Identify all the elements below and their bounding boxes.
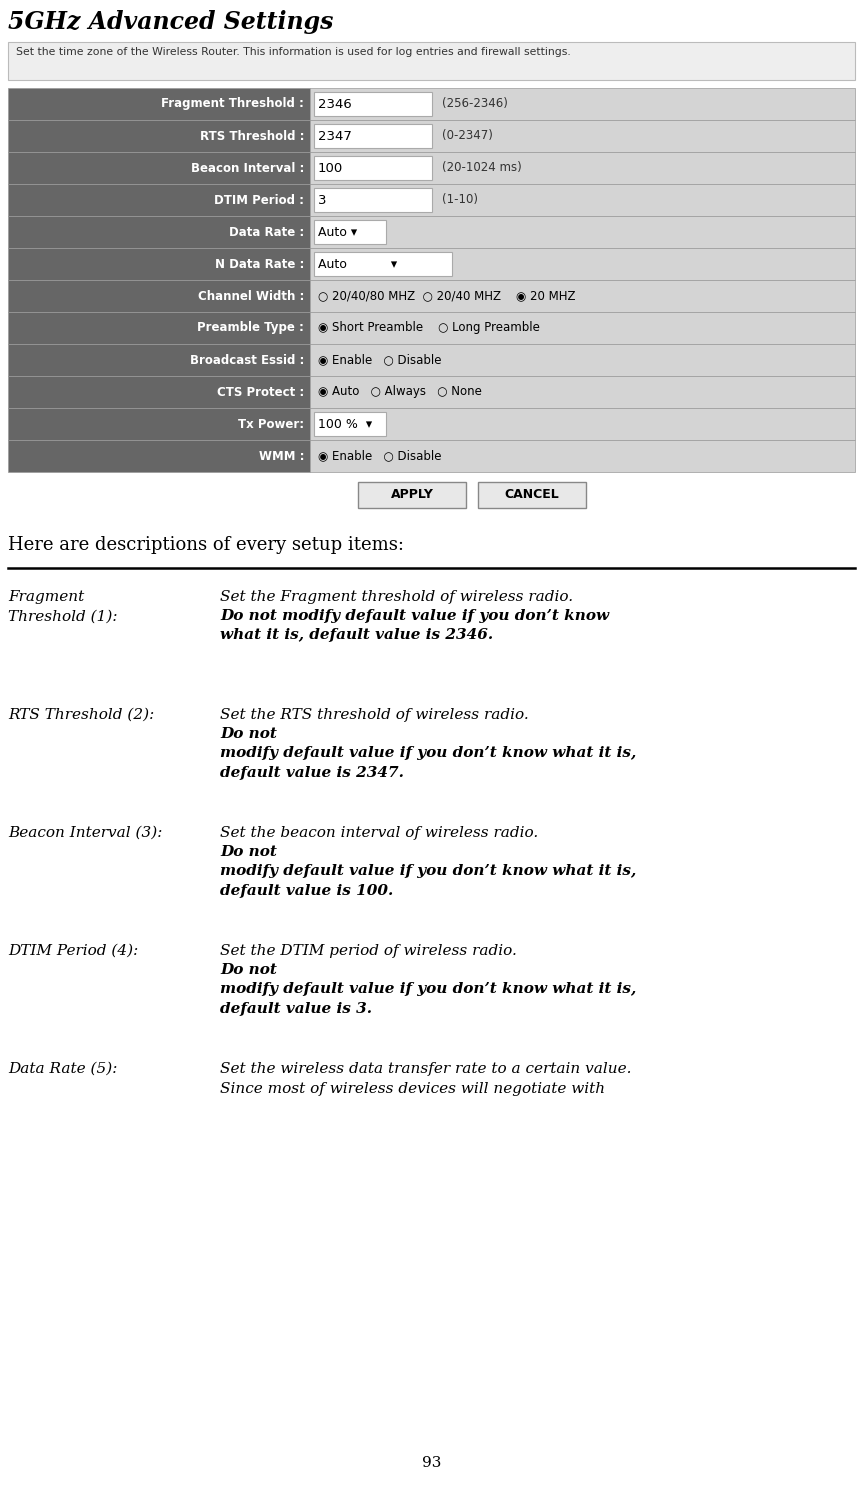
Text: Data Rate :: Data Rate :: [229, 226, 304, 238]
Text: Preamble Type :: Preamble Type :: [197, 321, 304, 334]
Text: 100: 100: [318, 162, 343, 174]
Text: Do not
modify default value if you don’t know what it is,
default value is 3.: Do not modify default value if you don’t…: [220, 963, 636, 1016]
Bar: [478, 481, 586, 508]
Text: Auto ▾: Auto ▾: [318, 226, 357, 238]
Text: Set the time zone of the Wireless Router. This information is used for log entri: Set the time zone of the Wireless Router…: [16, 48, 570, 56]
Bar: [8, 343, 310, 376]
Text: 5GHz Advanced Settings: 5GHz Advanced Settings: [8, 10, 333, 34]
Bar: [310, 343, 855, 376]
Bar: [8, 215, 310, 248]
Text: ○ 20/40/80 MHZ  ○ 20/40 MHZ    ◉ 20 MHZ: ○ 20/40/80 MHZ ○ 20/40 MHZ ◉ 20 MHZ: [318, 290, 576, 303]
Text: Fragment
Threshold (1):: Fragment Threshold (1):: [8, 590, 117, 624]
Bar: [310, 279, 855, 312]
Text: (20-1024 ms): (20-1024 ms): [442, 162, 522, 174]
Bar: [8, 376, 310, 409]
Bar: [310, 248, 855, 279]
Text: (0-2347): (0-2347): [442, 129, 493, 143]
Bar: [314, 189, 432, 212]
Bar: [310, 215, 855, 248]
Text: ◉ Auto   ○ Always   ○ None: ◉ Auto ○ Always ○ None: [318, 385, 482, 398]
Bar: [314, 156, 432, 180]
Text: Tx Power:: Tx Power:: [238, 418, 304, 431]
Bar: [310, 376, 855, 409]
Text: Channel Width :: Channel Width :: [198, 290, 304, 303]
Text: ◉ Enable   ○ Disable: ◉ Enable ○ Disable: [318, 354, 442, 367]
Bar: [8, 42, 855, 80]
Text: Fragment Threshold :: Fragment Threshold :: [161, 98, 304, 110]
Bar: [310, 88, 855, 120]
Bar: [8, 248, 310, 279]
Text: Data Rate (5):: Data Rate (5):: [8, 1062, 117, 1076]
Text: Auto           ▾: Auto ▾: [318, 257, 397, 270]
Text: Do not
modify default value if you don’t know what it is,
default value is 2347.: Do not modify default value if you don’t…: [220, 727, 636, 780]
Bar: [314, 412, 386, 435]
Bar: [314, 253, 452, 276]
Text: Set the beacon interval of wireless radio.: Set the beacon interval of wireless radi…: [220, 826, 543, 840]
Text: Do not
modify default value if you don’t know what it is,
default value is 100.: Do not modify default value if you don’t…: [220, 846, 636, 898]
Text: Set the wireless data transfer rate to a certain value.
Since most of wireless d: Set the wireless data transfer rate to a…: [220, 1062, 632, 1095]
Bar: [8, 279, 310, 312]
Bar: [314, 92, 432, 116]
Bar: [310, 312, 855, 343]
Text: ◉ Short Preamble    ○ Long Preamble: ◉ Short Preamble ○ Long Preamble: [318, 321, 540, 334]
Text: Do not modify default value if you don’t know
what it is, default value is 2346.: Do not modify default value if you don’t…: [220, 609, 609, 642]
Text: RTS Threshold (2):: RTS Threshold (2):: [8, 707, 154, 722]
Bar: [8, 409, 310, 440]
Bar: [310, 409, 855, 440]
Text: (256-2346): (256-2346): [442, 98, 507, 110]
Text: 2347: 2347: [318, 129, 352, 143]
Text: 93: 93: [422, 1456, 441, 1470]
Bar: [8, 88, 310, 120]
Text: 2346: 2346: [318, 98, 352, 110]
Text: (1-10): (1-10): [442, 193, 478, 207]
Bar: [310, 184, 855, 215]
Bar: [8, 440, 310, 473]
Text: Here are descriptions of every setup items:: Here are descriptions of every setup ite…: [8, 536, 404, 554]
Text: CTS Protect :: CTS Protect :: [217, 385, 304, 398]
Text: APPLY: APPLY: [391, 489, 433, 501]
Text: DTIM Period (4):: DTIM Period (4):: [8, 944, 138, 958]
Bar: [8, 312, 310, 343]
Bar: [314, 123, 432, 149]
Text: CANCEL: CANCEL: [505, 489, 559, 501]
Text: Set the RTS threshold of wireless radio.: Set the RTS threshold of wireless radio.: [220, 707, 533, 722]
Bar: [310, 440, 855, 473]
Text: ◉ Enable   ○ Disable: ◉ Enable ○ Disable: [318, 449, 442, 462]
Bar: [8, 152, 310, 184]
Bar: [310, 152, 855, 184]
Bar: [314, 220, 386, 244]
Text: 100 %  ▾: 100 % ▾: [318, 418, 372, 431]
Bar: [8, 184, 310, 215]
Text: DTIM Period :: DTIM Period :: [214, 193, 304, 207]
Text: N Data Rate :: N Data Rate :: [215, 257, 304, 270]
Text: RTS Threshold :: RTS Threshold :: [199, 129, 304, 143]
Text: Beacon Interval :: Beacon Interval :: [191, 162, 304, 174]
Bar: [8, 120, 310, 152]
Text: Broadcast Essid :: Broadcast Essid :: [190, 354, 304, 367]
Text: WMM :: WMM :: [259, 449, 304, 462]
Text: Beacon Interval (3):: Beacon Interval (3):: [8, 826, 162, 840]
Bar: [358, 481, 466, 508]
Text: Set the DTIM period of wireless radio.: Set the DTIM period of wireless radio.: [220, 944, 522, 958]
Text: Set the Fragment threshold of wireless radio.: Set the Fragment threshold of wireless r…: [220, 590, 573, 603]
Bar: [310, 120, 855, 152]
Text: 3: 3: [318, 193, 326, 207]
